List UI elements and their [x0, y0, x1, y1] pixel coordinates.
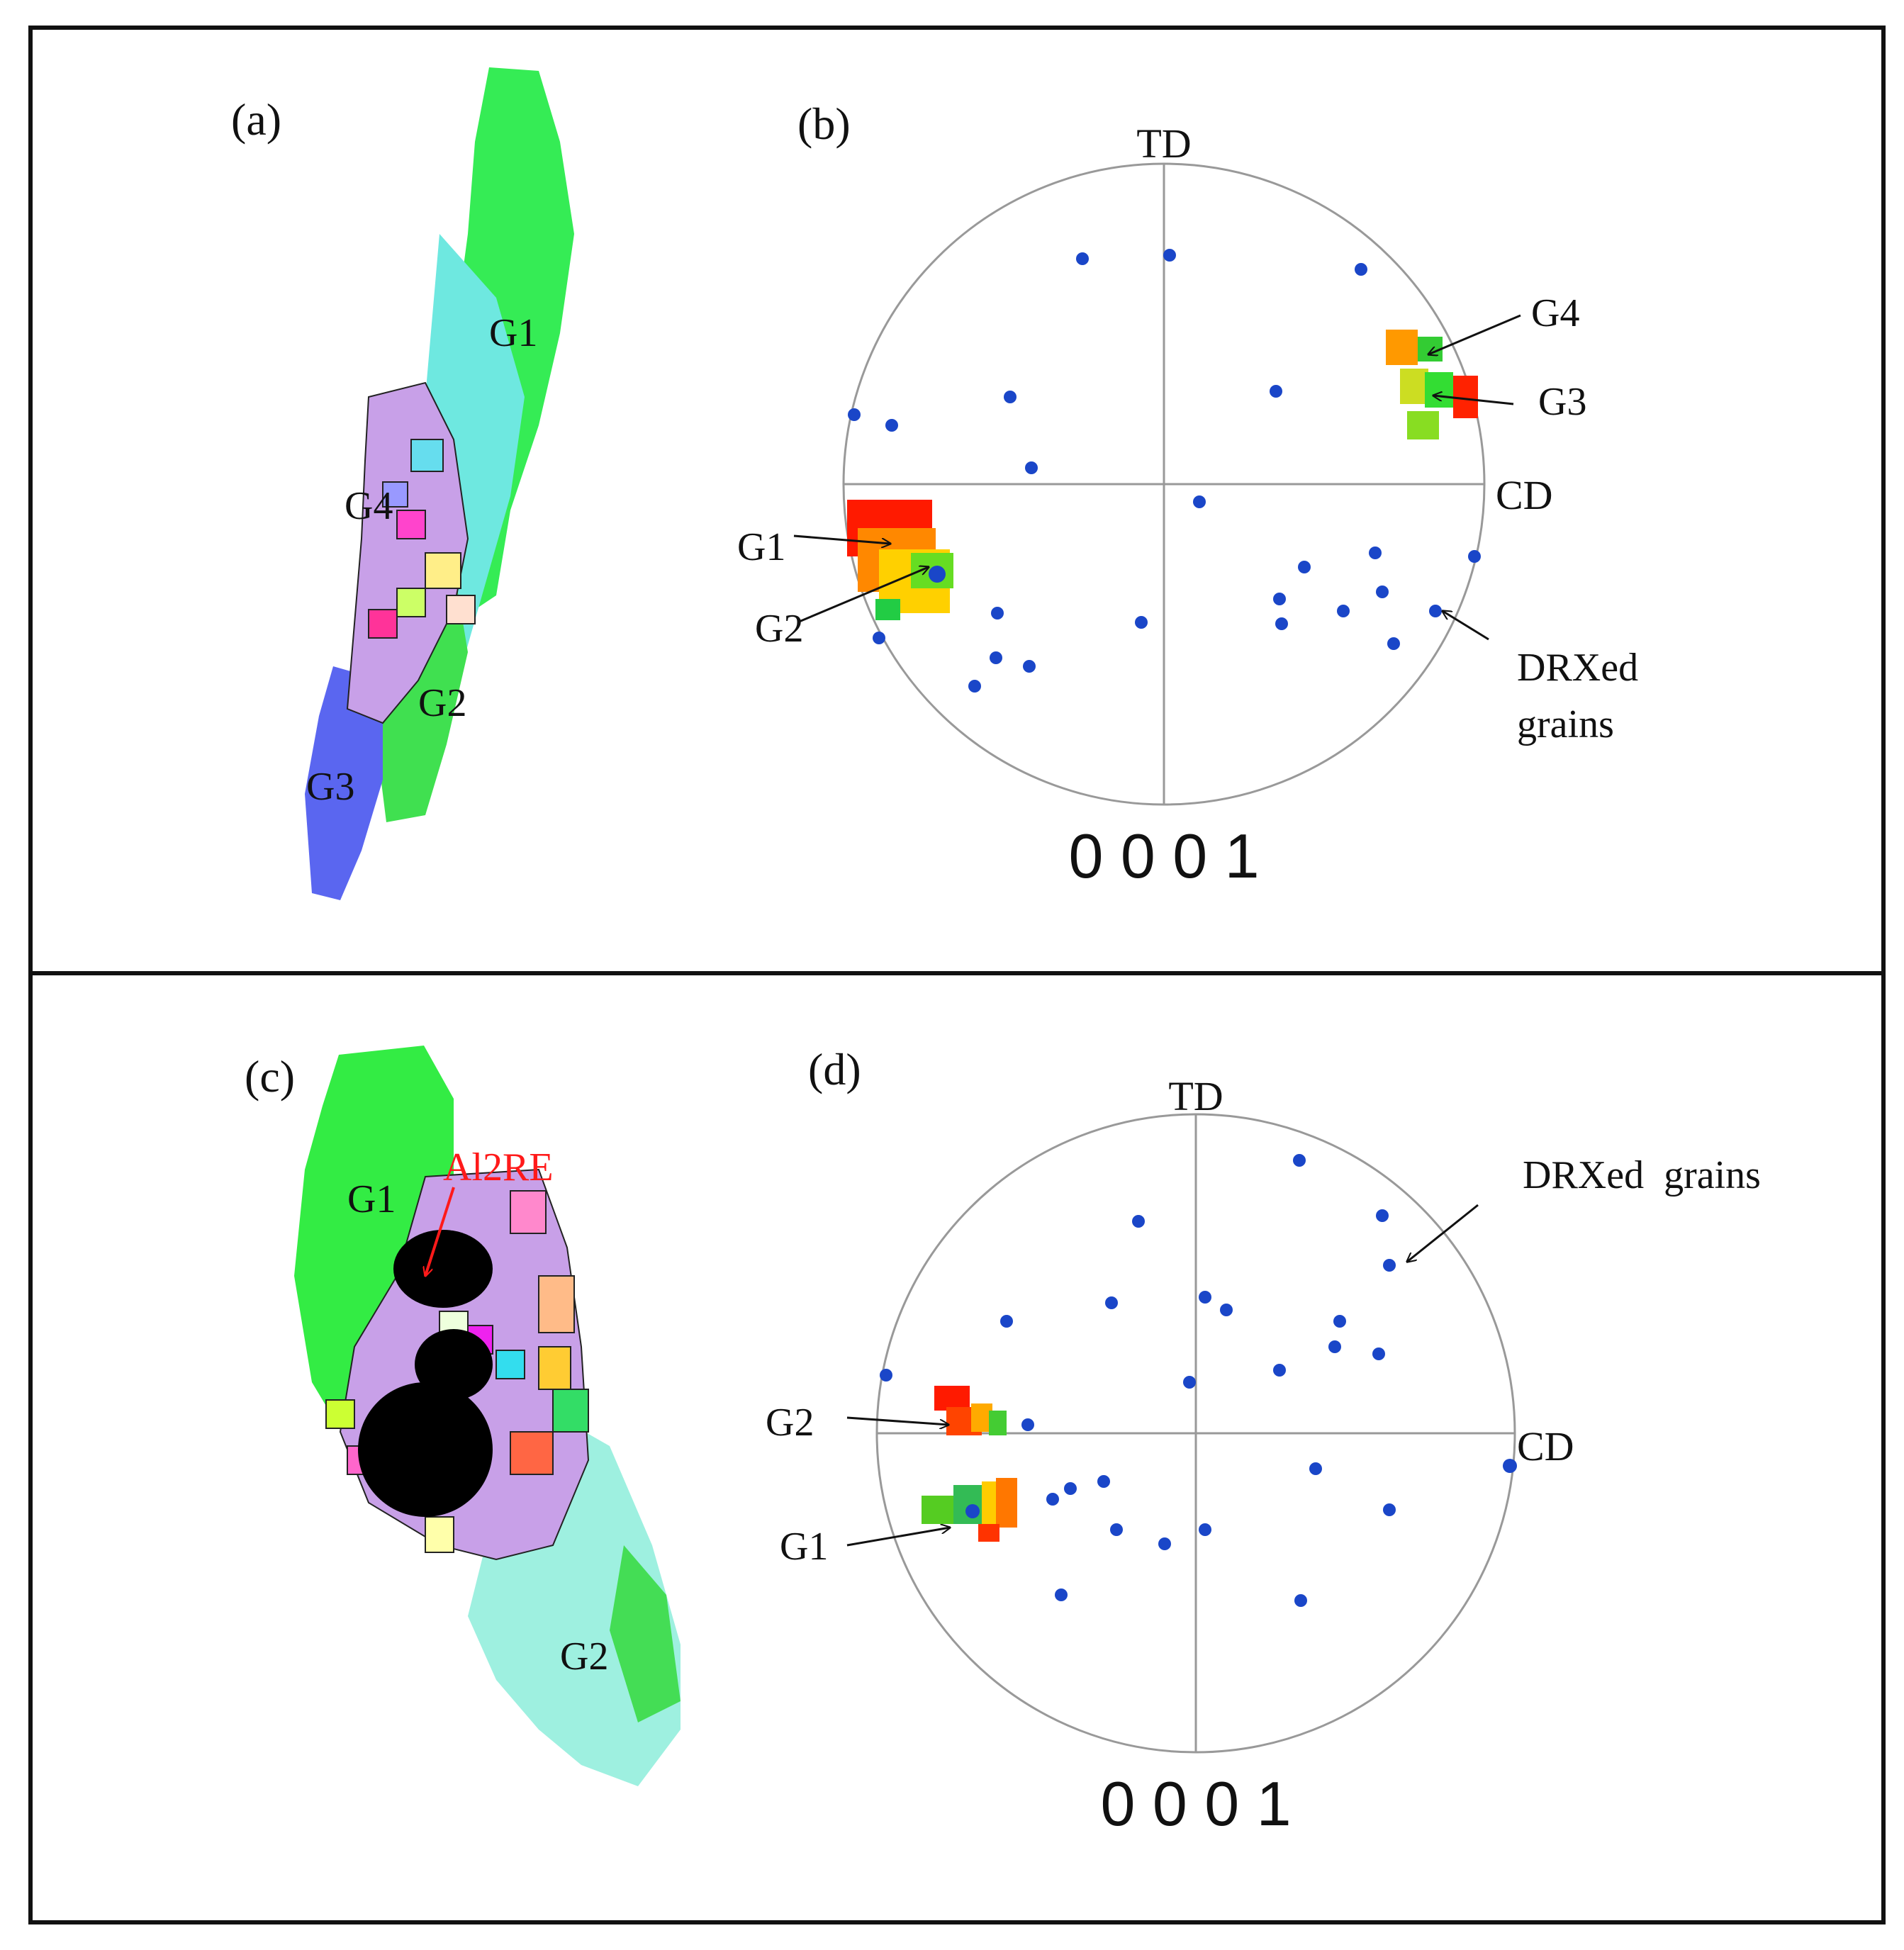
panel-a-label-g3: G3 — [306, 765, 354, 809]
panel-a: (a) G1 G4 G2 G3 — [231, 67, 574, 900]
panel-c-label-g2: G2 — [560, 1635, 608, 1679]
panel-a-grain-labels: G1 G4 G2 G3 — [306, 311, 537, 809]
pole-figure-d-g2-arrow — [846, 1416, 948, 1425]
pole-figure-d-annotation-g2: G2 — [766, 1401, 814, 1445]
panel-a-label-g2: G2 — [418, 681, 466, 725]
pole-figure-b-annotations: G4 G3 G1 G2 DRXed grains — [737, 291, 1638, 746]
pole-figure-d-cluster-g2 — [934, 1386, 1007, 1435]
pole-figure-b-annotation-g4: G4 — [1531, 291, 1579, 335]
ebsd-map-c-al2re-particles — [358, 1230, 493, 1517]
panel-d-label: (d) — [808, 1044, 861, 1094]
panel-c-phase-arrow — [425, 1187, 455, 1276]
pole-figure-d-td-label: TD — [1168, 1073, 1223, 1119]
pole-figure-b-cd-label: CD — [1496, 472, 1553, 518]
panel-c-label-g1: G1 — [347, 1177, 396, 1221]
panel-a-label-g1: G1 — [489, 311, 537, 355]
panel-b: (b) TD CD 0 0 0 1 — [737, 99, 1638, 891]
pole-figure-b-index: 0 0 0 1 — [1068, 821, 1259, 891]
pole-figure-b-annotation-g2: G2 — [755, 607, 803, 651]
pole-figure-d-g1-arrow — [846, 1528, 950, 1547]
ebsd-map-a — [305, 67, 574, 900]
pole-figure-b-drx-label-line1: DRXed — [1517, 646, 1638, 690]
pole-figure-b-cluster-g1-g2 — [847, 500, 953, 620]
ebsd-map-a-grain-g3 — [305, 666, 383, 900]
pole-figure-b-annotation-g3: G3 — [1538, 380, 1586, 424]
pole-figure-b-cluster-g3-g4 — [1386, 330, 1478, 439]
ebsd-map-a-dynamic-grains — [368, 439, 476, 639]
pole-figure-d-drx-label: DRXed grains — [1523, 1153, 1761, 1197]
pole-figure-b: TD CD 0 0 0 1 — [737, 121, 1638, 891]
pole-figure-b-drx-label-line2: grains — [1517, 702, 1614, 746]
pole-figure-d-annotations: DRXed grains G2 G1 — [766, 1153, 1761, 1569]
panel-a-label-g4: G4 — [345, 484, 393, 528]
pole-figure-d-index: 0 0 0 1 — [1100, 1769, 1291, 1839]
panel-c: (c) — [245, 1046, 681, 1786]
panel-c-label: (c) — [245, 1051, 295, 1102]
pole-figure-d-drx-arrow — [1407, 1204, 1479, 1262]
pole-figure-d-cluster-g1 — [922, 1478, 1017, 1542]
pole-figure-b-arrows — [793, 314, 1521, 641]
panel-a-label: (a) — [231, 94, 281, 145]
panel-d: (d) TD CD 0 0 0 1 — [766, 1044, 1761, 1839]
panel-c-grain-labels: G1 G2 — [347, 1177, 608, 1679]
ebsd-map-c — [294, 1046, 681, 1786]
ebsd-map-c-grain-g2-green — [610, 1545, 681, 1722]
panel-b-label: (b) — [797, 99, 851, 149]
panel-c-phase-label: Al2RE — [443, 1145, 554, 1189]
pole-figure-b-td-label: TD — [1136, 121, 1191, 167]
pole-figure-b-drx-points — [848, 249, 1481, 693]
pole-figure-d-cd-label: CD — [1517, 1423, 1574, 1469]
pole-figure-d: TD CD 0 0 0 1 — [766, 1073, 1761, 1839]
ebsd-map-c-dynamic-grains — [325, 1190, 589, 1553]
pole-figure-d-drx-points — [880, 1154, 1517, 1607]
pole-figure-b-annotation-g1: G1 — [737, 525, 785, 569]
pole-figure-d-annotation-g1: G1 — [780, 1525, 828, 1569]
